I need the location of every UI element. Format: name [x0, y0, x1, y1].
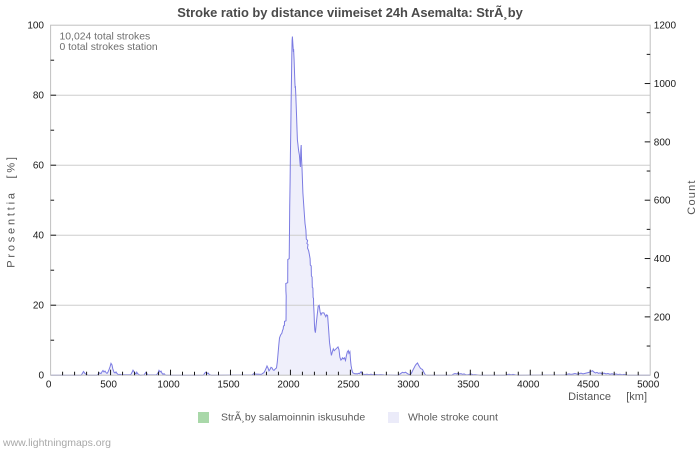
svg-text:Prosenttia [%]: Prosenttia [%]: [6, 154, 18, 268]
svg-text:600: 600: [654, 196, 671, 207]
svg-text:0: 0: [46, 380, 52, 391]
svg-text:Stroke ratio by distance viime: Stroke ratio by distance viimeiset 24h A…: [177, 5, 523, 20]
svg-text:800: 800: [654, 137, 671, 148]
svg-text:60: 60: [33, 161, 45, 172]
svg-text:1000: 1000: [654, 79, 677, 90]
svg-text:0: 0: [654, 371, 660, 382]
svg-text:400: 400: [654, 254, 671, 265]
svg-text:Whole stroke count: Whole stroke count: [408, 412, 498, 424]
svg-text:StrÃ¸by salamoinnin iskusuhde: StrÃ¸by salamoinnin iskusuhde: [221, 411, 365, 424]
svg-text:500: 500: [100, 380, 117, 391]
svg-text:80: 80: [33, 91, 45, 102]
svg-text:Distance [km]: Distance [km]: [568, 391, 647, 403]
svg-text:2500: 2500: [337, 380, 360, 391]
svg-text:2000: 2000: [277, 380, 300, 391]
svg-text:www.lightningmaps.org: www.lightningmaps.org: [2, 437, 111, 449]
svg-text:4500: 4500: [577, 380, 600, 391]
svg-text:20: 20: [33, 301, 45, 312]
svg-text:3000: 3000: [397, 380, 420, 391]
svg-text:100: 100: [27, 21, 44, 32]
svg-text:1500: 1500: [217, 380, 240, 391]
svg-text:5000: 5000: [637, 380, 660, 391]
svg-text:3500: 3500: [457, 380, 480, 391]
svg-text:0 total strokes station: 0 total strokes station: [60, 42, 158, 53]
svg-text:Count: Count: [686, 179, 698, 214]
svg-text:1000: 1000: [157, 380, 180, 391]
svg-text:10,024 total strokes: 10,024 total strokes: [60, 31, 151, 42]
svg-text:4000: 4000: [517, 380, 540, 391]
svg-text:40: 40: [33, 231, 45, 242]
svg-text:0: 0: [38, 371, 44, 382]
svg-text:1200: 1200: [654, 21, 677, 32]
svg-text:200: 200: [654, 312, 671, 323]
